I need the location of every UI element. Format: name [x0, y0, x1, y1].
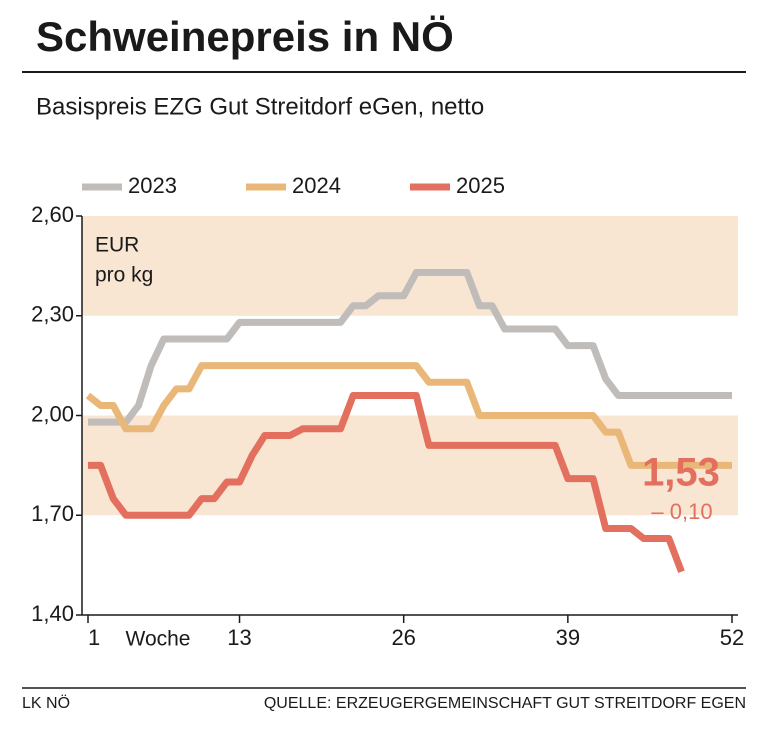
- legend-label: 2023: [128, 173, 177, 198]
- y-tick-label: 1,40: [31, 601, 74, 626]
- series-line: [85, 362, 732, 469]
- x-axis-label: Woche: [126, 628, 191, 651]
- last-value-annotation: 1,53: [642, 451, 720, 495]
- x-tick-label: 39: [556, 625, 580, 650]
- plot-area: 1,40 1,70 2,00 2,30 2,60 1 13 26 39 52 2023 2024 202…: [31, 173, 744, 650]
- y-tick-label: 2,30: [31, 302, 74, 327]
- series-line: [88, 392, 685, 574]
- x-tick-label: 13: [227, 625, 251, 650]
- unit-label: pro kg: [95, 264, 153, 287]
- y-tick-label: 2,60: [31, 202, 74, 227]
- shaded-band: [82, 216, 738, 316]
- chart-title: Schweinepreis in NÖ: [36, 13, 454, 60]
- subtitle: Basispreis EZG Gut Streitdorf eGen, nett…: [36, 93, 484, 120]
- legend-label: 2025: [456, 173, 505, 198]
- x-tick-label: 1: [88, 625, 100, 650]
- source: QUELLE: ERZEUGERGEMEINSCHAFT GUT STREITD…: [264, 695, 746, 712]
- unit-label: EUR: [95, 234, 139, 257]
- footer-left: LK NÖ: [22, 694, 70, 712]
- legend-label: 2024: [292, 173, 341, 198]
- series-line: [88, 269, 732, 426]
- y-tick-label: 2,00: [31, 401, 74, 426]
- y-tick-label: 1,70: [31, 501, 74, 526]
- change-annotation: – 0,10: [651, 499, 712, 524]
- x-tick-label: 52: [720, 625, 744, 650]
- x-tick-label: 26: [391, 625, 415, 650]
